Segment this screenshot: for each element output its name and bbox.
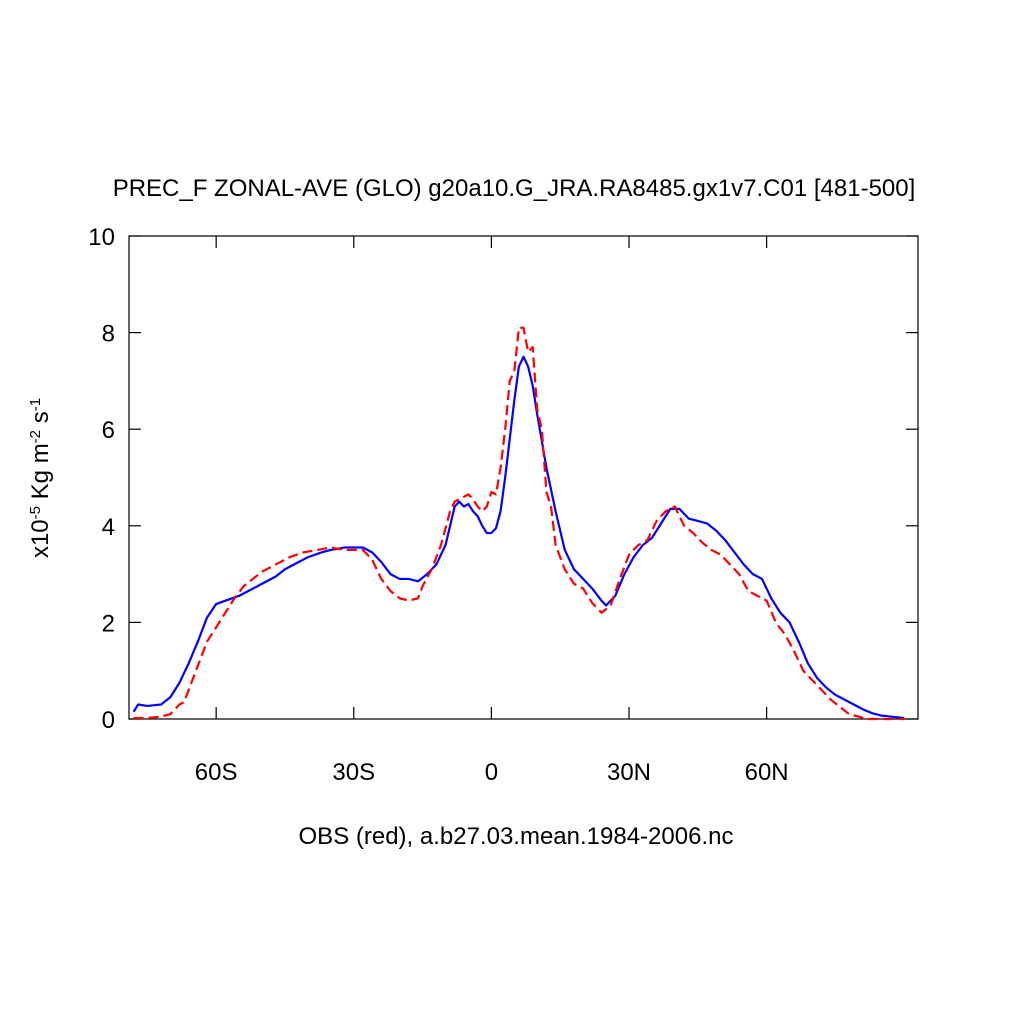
y-tick-label: 6 xyxy=(102,417,115,444)
y-tick-label: 4 xyxy=(102,514,115,541)
chart-title: PREC_F ZONAL-AVE (GLO) g20a10.G_JRA.RA84… xyxy=(113,175,916,202)
plot-frame xyxy=(128,235,919,720)
x-tick-label: 30S xyxy=(332,759,375,786)
series-line xyxy=(132,355,905,720)
y-tick-label: 8 xyxy=(102,321,115,348)
y-axis-label: x10-5 Kg m-2 s-1 xyxy=(27,398,55,558)
x-tick-label: 60S xyxy=(195,759,238,786)
y-label-exponent: -1 xyxy=(27,398,44,411)
series-line xyxy=(133,326,905,721)
y-tick-label: 0 xyxy=(102,707,115,734)
y-label-text: x10 xyxy=(27,519,54,558)
y-label-exponent: -2 xyxy=(27,430,44,443)
x-axis-label: OBS (red), a.b27.03.mean.1984-2006.nc xyxy=(299,823,734,850)
x-tick-label: 30N xyxy=(607,759,651,786)
y-tick-label: 10 xyxy=(88,224,115,251)
y-label-text: s xyxy=(27,411,54,430)
y-label-exponent: -5 xyxy=(27,506,44,519)
y-tick-label: 2 xyxy=(102,610,115,637)
y-label-text: Kg m xyxy=(27,443,54,506)
x-tick-label: 60N xyxy=(745,759,789,786)
x-tick-label: 0 xyxy=(485,759,498,786)
